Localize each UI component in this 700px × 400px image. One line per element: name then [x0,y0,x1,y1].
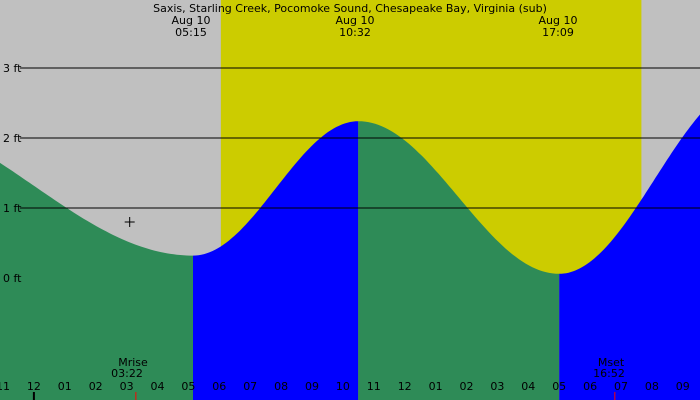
high-tide-time: 10:32 [339,26,371,39]
gridlines [20,67,700,209]
moonset-time: 16:52 [593,367,625,380]
rising-tide-area [559,114,700,400]
x-tick-label: 12 [27,380,41,393]
y-tick-label: 0 ft [3,272,22,285]
sunset-date: Aug 10 [539,14,578,27]
x-tick-label: 07 [614,380,628,393]
x-tick-label: 09 [676,380,690,393]
x-tick-label: 03 [490,380,504,393]
moonrise-time: 03:22 [111,367,143,380]
x-tick-label: 03 [120,380,134,393]
x-tick-label: 01 [58,380,72,393]
y-tick-label: 1 ft [3,202,22,215]
x-tick-label: 01 [429,380,443,393]
y-tick-label: 2 ft [3,132,22,145]
x-tick-label: 04 [521,380,535,393]
x-tick-label: 11 [367,380,381,393]
x-tick-label: 02 [460,380,474,393]
x-tick-label: 06 [212,380,226,393]
falling-tide-area [0,162,193,400]
x-tick-label: 06 [583,380,597,393]
tide-areas [0,114,700,400]
x-axis-ticks [32,392,616,400]
high-tide-date: Aug 10 [336,14,375,27]
sunrise-date: Aug 10 [172,14,211,27]
sunset-time: 17:09 [542,26,574,39]
x-tick-label: 10 [336,380,350,393]
x-tick-label: 04 [151,380,165,393]
moonset-label: Mset [598,356,625,369]
x-tick-label: 02 [89,380,103,393]
x-tick-label: 09 [305,380,319,393]
x-tick-label: 12 [398,380,412,393]
crosshair-cursor-icon [124,217,135,227]
midnight-tick [32,392,35,400]
x-tick-label: 05 [552,380,566,393]
falling-tide-area [358,121,560,400]
sunrise-time: 05:15 [175,26,207,39]
x-tick-label: 08 [274,380,288,393]
x-tick-label: 11 [0,380,10,393]
y-tick-label: 3 ft [3,62,22,75]
x-axis-labels: 11 12 01 02 03 04 05 06 07 08 09 10 11 12 01 02 03 04 05 06… [0,380,690,393]
rising-tide-area [193,121,359,400]
moonrise-label: Mrise [118,356,148,369]
x-tick-label: 07 [243,380,257,393]
chart-title: Saxis, Starling Creek, Pocomoke Sound, C… [153,2,547,15]
x-tick-label: 08 [645,380,659,393]
x-tick-label: 05 [181,380,195,393]
y-axis-labels: 0 ft 1 ft 2 ft 3 ft [3,62,22,285]
